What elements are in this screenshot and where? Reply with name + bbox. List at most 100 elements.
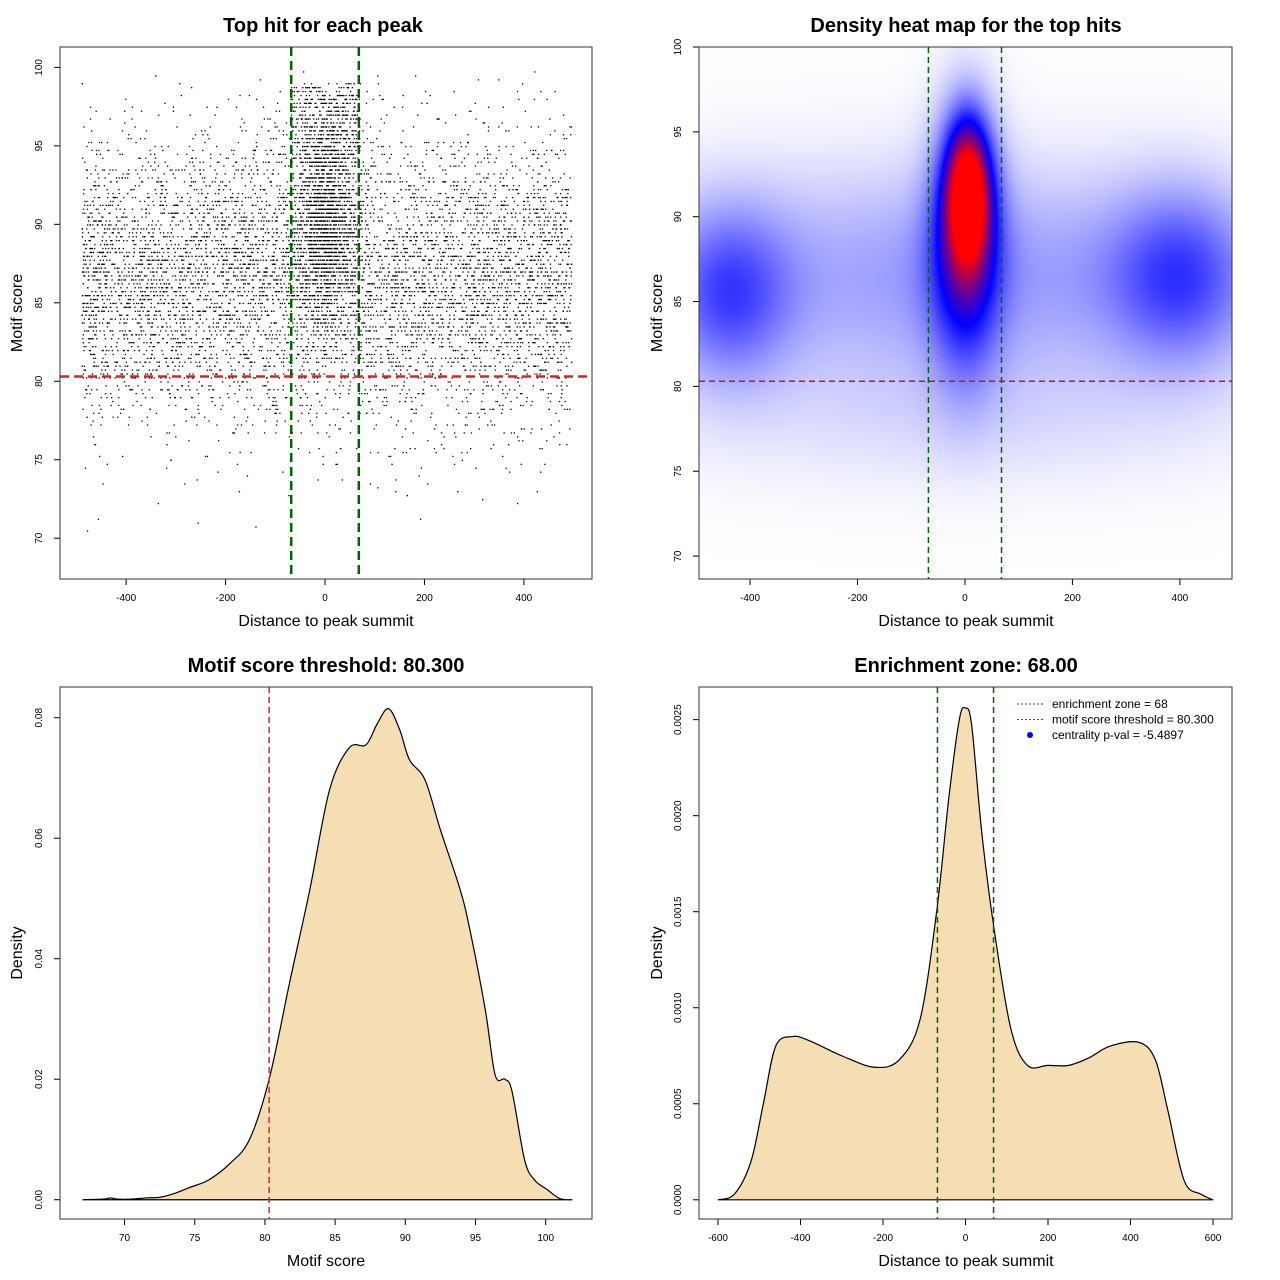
- data-point: [340, 330, 342, 332]
- data-point: [242, 279, 244, 281]
- data-point: [126, 224, 128, 226]
- data-point: [560, 318, 562, 320]
- data-point: [119, 200, 122, 203]
- data-point: [173, 314, 175, 316]
- data-point: [276, 330, 279, 332]
- data-point: [95, 165, 97, 167]
- data-point: [505, 369, 508, 371]
- data-point: [543, 204, 545, 206]
- data-point: [276, 240, 278, 242]
- data-point: [329, 314, 331, 316]
- data-point: [361, 369, 363, 371]
- data-point: [285, 204, 287, 206]
- data-point: [425, 153, 427, 155]
- data-point: [234, 306, 236, 308]
- data-point: [371, 357, 373, 359]
- data-point: [548, 295, 550, 297]
- data-point: [541, 283, 543, 285]
- data-point: [559, 334, 562, 336]
- data-point: [308, 412, 310, 414]
- data-point: [419, 338, 422, 340]
- data-point: [102, 306, 105, 308]
- data-point: [254, 377, 256, 379]
- data-point: [473, 243, 475, 246]
- data-point: [361, 393, 363, 395]
- data-point: [458, 149, 460, 152]
- data-point: [491, 334, 493, 336]
- data-point: [563, 149, 565, 152]
- data-point: [365, 240, 367, 242]
- data-point: [83, 322, 85, 324]
- data-point: [188, 220, 191, 222]
- data-point: [530, 404, 532, 407]
- data-point: [96, 153, 98, 155]
- data-point: [522, 83, 524, 85]
- data-point: [443, 298, 445, 301]
- data-point: [206, 275, 209, 277]
- data-point: [301, 216, 303, 218]
- data-point: [553, 271, 555, 273]
- data-point: [201, 255, 203, 257]
- data-point: [412, 255, 414, 257]
- data-point: [286, 271, 289, 273]
- data-point: [301, 365, 303, 367]
- data-point: [105, 255, 107, 257]
- data-point: [394, 448, 396, 450]
- data-point: [354, 295, 356, 297]
- data-point: [316, 412, 318, 414]
- data-point: [480, 298, 482, 301]
- data-point: [547, 295, 549, 297]
- data-point: [254, 310, 256, 312]
- data-point: [415, 408, 417, 410]
- data-point: [221, 255, 224, 257]
- data-point: [360, 404, 362, 407]
- data-point: [263, 224, 265, 226]
- data-point: [207, 283, 209, 285]
- data-point: [388, 247, 390, 250]
- data-point: [502, 259, 504, 261]
- data-point: [178, 243, 180, 246]
- data-point: [204, 177, 206, 179]
- data-point: [339, 393, 341, 395]
- data-point: [106, 361, 108, 363]
- data-point: [394, 385, 396, 387]
- data-point: [413, 208, 416, 210]
- data-point: [371, 149, 373, 152]
- data-point: [482, 122, 484, 124]
- data-point: [391, 287, 393, 289]
- data-point: [293, 240, 295, 242]
- data-point: [88, 141, 90, 144]
- data-point: [92, 330, 94, 332]
- data-point: [304, 240, 306, 242]
- data-point: [180, 247, 182, 250]
- data-point: [174, 251, 176, 254]
- data-point: [504, 365, 507, 367]
- data-point: [86, 169, 88, 171]
- data-point: [435, 451, 437, 454]
- data-point: [217, 240, 219, 242]
- data-point: [87, 216, 89, 218]
- data-point: [224, 220, 226, 222]
- data-point: [135, 334, 137, 336]
- data-point: [83, 251, 85, 254]
- data-point: [86, 200, 88, 203]
- data-point: [553, 259, 556, 261]
- data-point: [482, 224, 484, 226]
- data-point: [280, 283, 282, 285]
- data-point: [241, 295, 244, 297]
- data-point: [268, 240, 270, 242]
- data-point: [415, 342, 417, 344]
- data-point: [541, 267, 544, 269]
- data-point: [389, 157, 391, 159]
- data-point: [281, 349, 283, 352]
- data-point: [469, 287, 471, 289]
- data-point: [169, 397, 171, 399]
- data-point: [560, 361, 562, 363]
- data-point: [422, 353, 424, 356]
- data-point: [325, 349, 327, 352]
- data-point: [563, 349, 565, 352]
- data-point: [253, 298, 255, 301]
- data-point: [566, 196, 568, 199]
- data-point: [516, 220, 518, 222]
- data-point: [235, 338, 237, 340]
